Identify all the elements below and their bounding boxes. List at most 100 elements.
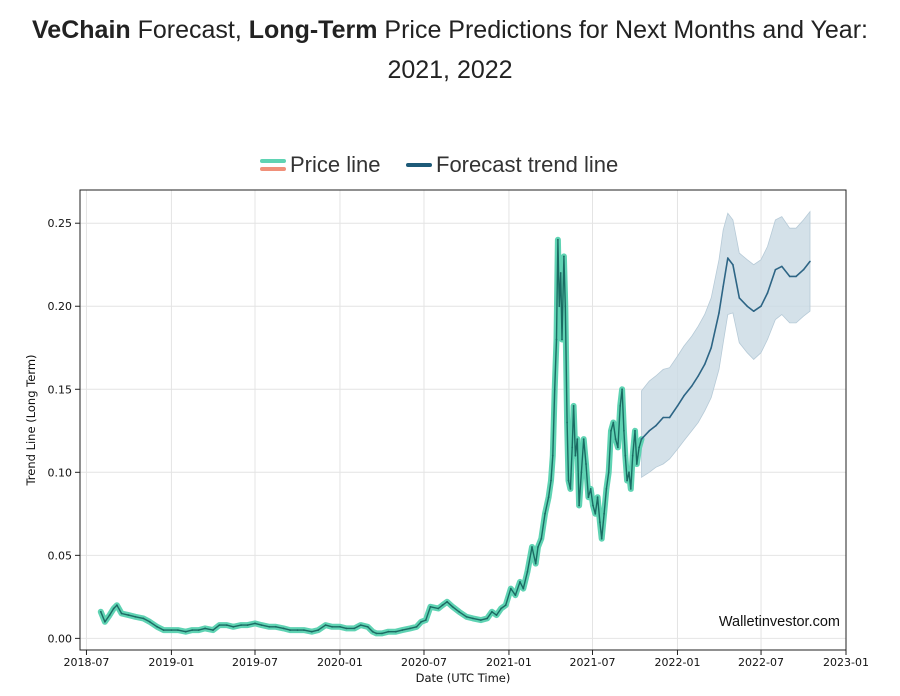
price-point: [225, 624, 228, 626]
price-point: [522, 587, 525, 590]
chart-legend: Price line Forecast trend line: [0, 150, 900, 180]
price-point: [569, 488, 572, 490]
price-point: [218, 624, 221, 626]
price-point: [623, 429, 625, 432]
price-point: [599, 521, 601, 523]
page-heading: VeChain Forecast, Long-Term Price Predic…: [0, 10, 900, 90]
price-point: [317, 629, 320, 631]
price-point: [567, 479, 570, 482]
forecast-point: [718, 312, 720, 314]
price-point: [571, 446, 574, 449]
price-point: [607, 471, 610, 474]
price-point: [177, 629, 179, 631]
forecast-confidence-band: [641, 210, 811, 479]
price-point: [394, 630, 397, 633]
price-point: [617, 446, 619, 449]
price-point: [629, 488, 632, 490]
forecast-point: [648, 430, 651, 432]
y-tick-label: 0.15: [48, 383, 73, 396]
series-layer: [97, 236, 811, 637]
price-point: [127, 614, 130, 616]
page-heading-line-1: VeChain Forecast, Long-Term Price Predic…: [0, 10, 900, 50]
price-point: [589, 488, 592, 490]
price-point: [148, 620, 151, 623]
price-point: [99, 610, 102, 613]
x-tick-label: 2018-07: [63, 656, 109, 669]
price-point: [134, 615, 137, 618]
legend-price-swatch-top: [260, 159, 286, 163]
price-point: [324, 624, 327, 626]
forecast-trend-line: [640, 257, 811, 440]
price-point: [526, 571, 529, 573]
price-point: [574, 454, 577, 457]
price-point: [634, 429, 636, 432]
heading-text-1: Forecast,: [130, 16, 249, 44]
price-point: [359, 624, 362, 626]
price-point: [274, 625, 277, 628]
price-point: [409, 627, 411, 630]
price-point: [587, 496, 590, 499]
y-tick-label: 0.25: [48, 217, 73, 230]
price-point: [540, 537, 543, 540]
price-point: [596, 496, 599, 499]
watermark: Walletinvestor.com: [719, 614, 840, 630]
price-point: [495, 614, 498, 616]
price-point: [429, 605, 432, 608]
price-point: [544, 512, 546, 515]
forecast-point: [710, 347, 712, 349]
price-point: [558, 305, 561, 308]
x-tick-label: 2022-07: [738, 656, 784, 669]
price-point: [116, 604, 118, 607]
x-tick-label: 2023-01: [823, 656, 869, 669]
price-point: [605, 488, 608, 490]
price-point: [635, 463, 638, 465]
forecast-point: [738, 297, 741, 299]
y-axis-title: Trend Line (Long Term): [24, 354, 38, 486]
price-point: [353, 627, 356, 630]
price-point: [184, 630, 187, 633]
price-point: [212, 629, 214, 631]
price-point: [441, 604, 444, 607]
price-point: [170, 629, 173, 631]
price-point: [621, 388, 623, 391]
forecast-point: [683, 395, 685, 397]
y-tick-label: 0.10: [48, 466, 73, 479]
price-point: [366, 625, 369, 628]
x-tick-label: 2020-07: [401, 656, 447, 669]
price-point: [437, 607, 440, 610]
forecast-point: [640, 438, 643, 440]
forecast-point: [795, 275, 797, 278]
price-point: [331, 625, 333, 628]
price-point: [531, 546, 533, 548]
price-point: [282, 627, 285, 630]
price-point: [289, 629, 291, 631]
forecast-point: [766, 292, 769, 294]
price-point: [401, 629, 404, 631]
price-point: [296, 629, 299, 631]
price-point: [509, 587, 512, 590]
price-point: [458, 610, 460, 613]
heading-term: Long-Term: [248, 16, 378, 44]
x-tick-label: 2019-07: [232, 656, 278, 669]
price-point: [112, 607, 115, 610]
price-point: [559, 272, 562, 274]
price-point: [612, 421, 615, 424]
price-point: [420, 620, 423, 623]
price-point: [472, 617, 474, 620]
price-point: [619, 405, 622, 407]
x-tick-label: 2020-01: [317, 656, 363, 669]
price-point: [204, 627, 207, 630]
price-point: [631, 454, 634, 457]
price-point: [547, 496, 550, 499]
forecast-point: [752, 310, 755, 313]
price-point: [345, 627, 348, 630]
price-point: [564, 305, 567, 308]
plot-frame: [79, 189, 847, 651]
legend-price-label: Price line: [290, 152, 381, 177]
price-point: [303, 629, 305, 631]
price-point: [479, 619, 482, 621]
price-point: [500, 607, 502, 610]
price-point: [576, 438, 579, 440]
price-point: [451, 605, 454, 608]
